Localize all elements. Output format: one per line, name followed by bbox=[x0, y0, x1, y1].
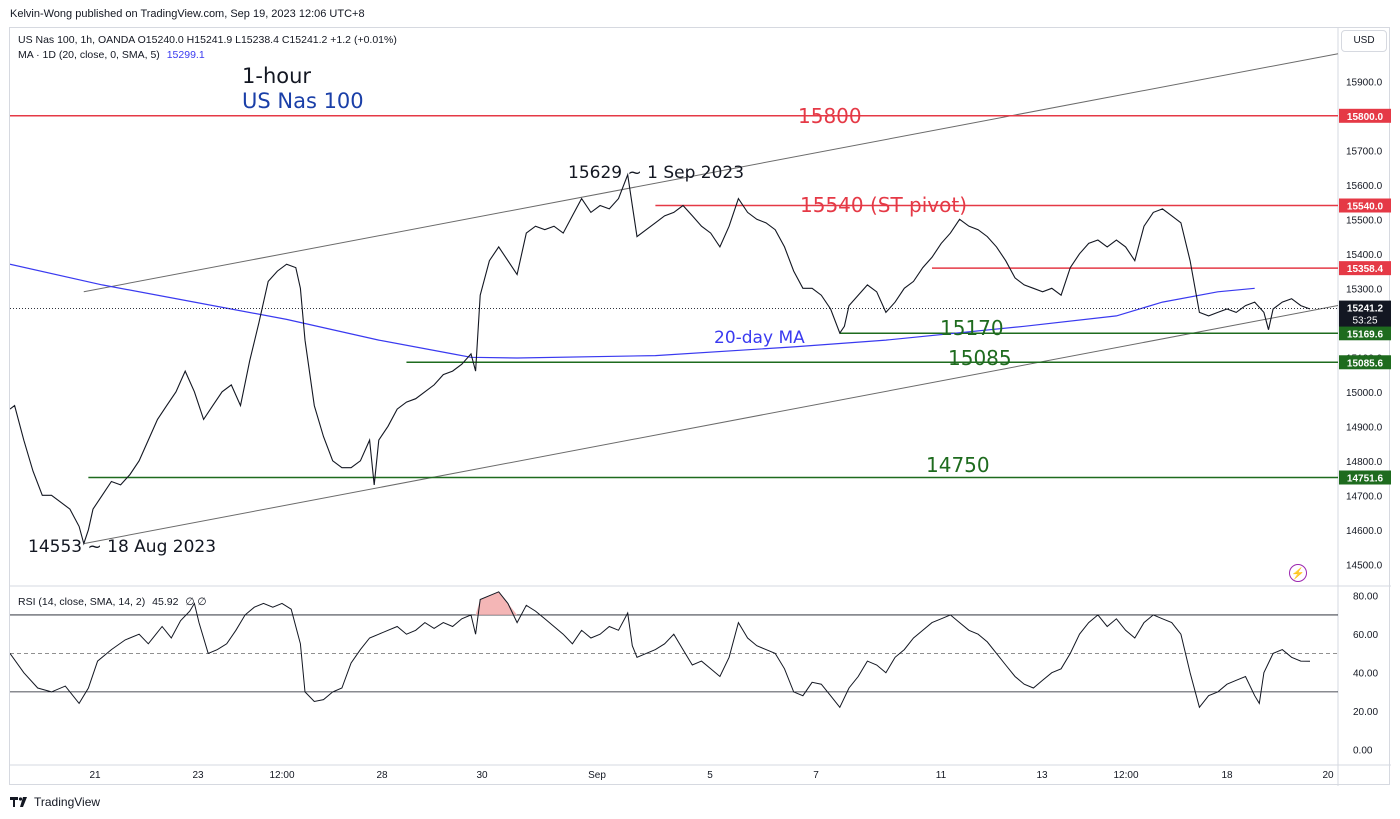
level-tag-bg bbox=[1339, 261, 1391, 276]
time-tick-label: 5 bbox=[707, 770, 713, 781]
last-price-tag-bg bbox=[1339, 300, 1391, 327]
footer-brand-text: TradingView bbox=[34, 795, 101, 809]
price-tick-label: 15500.0 bbox=[1346, 215, 1383, 226]
level-tag-bg bbox=[1339, 198, 1391, 213]
ma-20day-line bbox=[10, 263, 1255, 359]
time-tick-label: 11 bbox=[936, 770, 947, 781]
symbol-ohlc-line: US Nas 100, 1h, OANDA O15240.0 H15241.9 … bbox=[18, 34, 397, 46]
support-14750-label: 14750 bbox=[926, 453, 990, 477]
ma-indicator-label: MA · 1D (20, close, 0, SMA, 5) bbox=[18, 49, 160, 61]
rsi-tick-label: 80.00 bbox=[1353, 592, 1378, 603]
chart-canvas[interactable]: 14500.0 14600.0 14700.0 14800.0 14900.0 15000… bbox=[10, 28, 1391, 786]
price-tick-label: 15400.0 bbox=[1346, 250, 1383, 261]
time-tick-label: 28 bbox=[376, 770, 388, 781]
level-tag-bg bbox=[1339, 470, 1391, 485]
rsi-overbought-fill bbox=[475, 591, 518, 615]
time-tick-label: 13 bbox=[1036, 770, 1048, 781]
channel-lower-line bbox=[83, 305, 1339, 545]
level-tag-label: 15085.6 bbox=[1347, 358, 1384, 369]
last-price-tag-label: 15241.2 bbox=[1347, 304, 1384, 315]
resistance-15800-label: 15800 bbox=[798, 104, 862, 128]
rsi-indicator-extra: ∅ ∅ bbox=[185, 596, 207, 608]
level-tag-bg bbox=[1339, 355, 1391, 370]
pivot-15540-label: 15540 (ST pivot) bbox=[800, 193, 968, 217]
rsi-line bbox=[10, 591, 1311, 709]
time-tick-label: 21 bbox=[89, 770, 101, 781]
price-tick-label: 15700.0 bbox=[1346, 146, 1383, 157]
support-15085-label: 15085 bbox=[948, 346, 1012, 370]
countdown-label: 53:25 bbox=[1352, 316, 1377, 327]
ma-indicator-value: 15299.1 bbox=[166, 49, 205, 61]
level-tag-bg bbox=[1339, 108, 1391, 123]
price-tick-label: 15600.0 bbox=[1346, 181, 1383, 192]
price-tick-label: 14500.0 bbox=[1346, 560, 1383, 571]
support-15170-label: 15170 bbox=[940, 316, 1004, 340]
rsi-indicator-label: RSI (14, close, SMA, 14, 2) bbox=[18, 596, 146, 608]
chart-frame[interactable]: 14500.0 14600.0 14700.0 14800.0 14900.0 15000… bbox=[9, 27, 1391, 786]
time-tick-label: 20 bbox=[1322, 770, 1334, 781]
time-tick-label: 12:00 bbox=[1113, 770, 1138, 781]
level-tag-label: 15540.0 bbox=[1347, 202, 1384, 213]
price-tick-label: 14800.0 bbox=[1346, 457, 1383, 468]
lightning-icon[interactable]: ⚡ bbox=[1289, 564, 1307, 582]
rsi-tick-label: 40.00 bbox=[1353, 669, 1378, 680]
level-tag-label: 15169.6 bbox=[1347, 329, 1384, 340]
currency-button[interactable]: USD bbox=[1341, 30, 1387, 52]
ma-20day-label: 20-day MA bbox=[714, 328, 805, 348]
rsi-tick-label: 60.00 bbox=[1353, 630, 1378, 641]
footer-brand[interactable]: TradingView bbox=[10, 795, 100, 809]
time-tick-label: 12:00 bbox=[269, 770, 294, 781]
level-tag-bg bbox=[1339, 326, 1391, 341]
published-byline: Kelvin-Wong published on TradingView.com… bbox=[10, 8, 365, 20]
time-tick-label: 23 bbox=[192, 770, 204, 781]
level-tag-label: 14751.6 bbox=[1347, 473, 1384, 484]
time-tick-label: 18 bbox=[1221, 770, 1233, 781]
channel-upper-line bbox=[83, 53, 1339, 293]
instrument-label: US Nas 100 bbox=[242, 89, 364, 113]
timeframe-label: 1-hour bbox=[242, 64, 312, 88]
price-tick-label: 14600.0 bbox=[1346, 526, 1383, 537]
swing-high-label: 15629 ~ 1 Sep 2023 bbox=[568, 163, 745, 183]
price-tick-label: 15300.0 bbox=[1346, 284, 1383, 295]
rsi-tick-label: 0.00 bbox=[1353, 746, 1373, 757]
level-tag-label: 15358.4 bbox=[1347, 264, 1384, 275]
time-tick-label: 7 bbox=[813, 770, 819, 781]
tradingview-logo-icon bbox=[10, 797, 27, 807]
price-tick-label: 15900.0 bbox=[1346, 77, 1383, 88]
price-tick-label: 15000.0 bbox=[1346, 388, 1383, 399]
ma-indicator-legend[interactable]: MA · 1D (20, close, 0, SMA, 5) 15299.1 bbox=[18, 49, 205, 61]
level-tag-label: 15800.0 bbox=[1347, 112, 1384, 123]
price-tick-label: 14700.0 bbox=[1346, 491, 1383, 502]
price-line bbox=[10, 172, 1311, 546]
rsi-indicator-value: 45.92 bbox=[152, 596, 179, 608]
time-tick-label: 30 bbox=[476, 770, 488, 781]
price-tick-label: 14900.0 bbox=[1346, 422, 1383, 433]
rsi-tick-label: 20.00 bbox=[1353, 707, 1378, 718]
rsi-indicator-legend[interactable]: RSI (14, close, SMA, 14, 2) 45.92 ∅ ∅ bbox=[18, 596, 207, 608]
swing-low-label: 14553 ~ 18 Aug 2023 bbox=[28, 537, 217, 557]
time-tick-label: Sep bbox=[588, 770, 606, 781]
